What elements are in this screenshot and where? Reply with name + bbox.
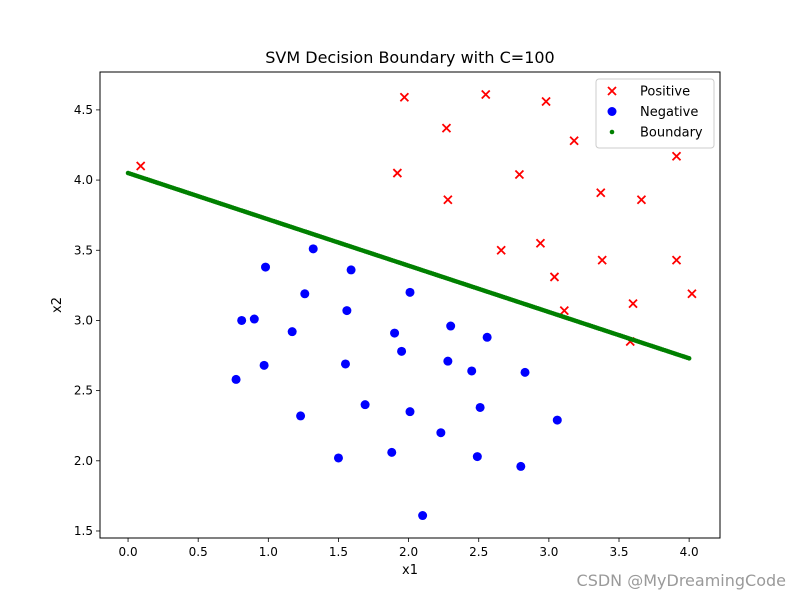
negative-point [346,265,356,275]
positive-point [514,169,525,180]
watermark: CSDN @MyDreamingCode [576,571,786,590]
legend-label: Negative [640,105,698,120]
negative-point [405,407,415,417]
negative-point [446,321,456,331]
negative-point [261,262,271,272]
negative-point [231,374,241,384]
y-tick-label: 4.0 [74,173,93,187]
negative-point [443,356,453,366]
positive-point [636,195,647,205]
positive-point [392,168,403,178]
negative-point [249,314,259,324]
negative-point [397,346,407,356]
negative-point [472,452,482,462]
negative-point [418,511,428,521]
positive-point [687,289,697,299]
negative-point [237,315,247,325]
y-tick-label: 2.0 [74,454,93,468]
negative-point [300,289,310,299]
legend-label: Positive [640,85,690,100]
negative-point [482,332,492,342]
positive-point [441,123,452,133]
negative-point [475,402,485,412]
y-axis-label: x2 [50,297,65,313]
x-tick-label: 4.0 [680,545,699,559]
x-tick-label: 0.5 [189,545,208,559]
y-tick-label: 4.5 [74,103,93,117]
negative-point [342,306,352,316]
legend-box [595,78,715,149]
positive-point [541,96,551,107]
x-tick-label: 0.0 [119,545,138,559]
negative-point [308,244,318,254]
legend-marker-positive [607,86,617,96]
positive-point [443,195,453,205]
positive-point [399,92,410,102]
positive-point [671,255,682,265]
positive-point [671,151,682,161]
negative-point [296,411,306,421]
x-tick-label: 2.5 [469,545,488,559]
negative-point [259,360,269,370]
x-axis-label: x1 [402,563,418,578]
y-tick-label: 3.0 [74,313,93,327]
negative-point [387,447,397,457]
x-tick-label: 3.0 [539,545,558,559]
negative-point [360,400,370,410]
negative-point [467,366,477,376]
negative-point [516,461,526,471]
x-tick-label: 2.0 [399,545,418,559]
y-tick-label: 2.5 [74,384,93,398]
positive-point [628,298,638,309]
negative-point [436,428,446,438]
negative-point [405,287,415,297]
negative-point [287,327,297,337]
chart-title: SVM Decision Boundary with C=100 [265,48,554,67]
negative-point [340,359,350,369]
negative-point [333,453,343,463]
boundary-point [686,356,692,361]
positive-point [559,305,569,316]
negative-point [552,415,562,425]
x-tick-label: 1.0 [259,545,278,559]
positive-point [549,272,560,282]
negative-point [520,367,530,377]
y-tick-label: 3.5 [74,243,93,257]
legend-marker-negative [607,107,617,116]
positive-point [596,188,606,198]
positive-point [569,136,579,146]
positive-point [496,245,506,255]
negative-point [390,328,400,338]
y-tick-label: 1.5 [74,524,93,538]
positive-point [535,238,546,248]
legend-label: Boundary [640,126,703,141]
x-tick-label: 3.5 [609,545,628,559]
positive-point [481,89,491,100]
positive-point [136,161,146,171]
x-tick-label: 1.5 [329,545,348,559]
plot-frame [99,71,721,539]
legend-marker-boundary [609,129,615,135]
positive-point [597,255,607,265]
